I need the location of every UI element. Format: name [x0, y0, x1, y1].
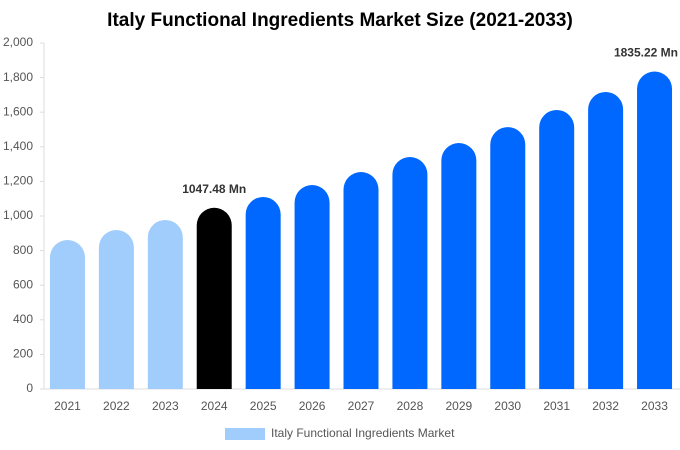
x-tick-label: 2026 — [299, 399, 326, 413]
bar — [637, 71, 673, 389]
bar — [196, 207, 232, 389]
x-tick-label: 2023 — [152, 399, 179, 413]
x-tick-label: 2027 — [348, 399, 375, 413]
x-tick-label: 2031 — [543, 399, 570, 413]
bar — [343, 172, 379, 389]
x-tick-label: 2024 — [201, 399, 228, 413]
bar — [441, 142, 477, 389]
chart-title: Italy Functional Ingredients Market Size… — [107, 10, 573, 31]
y-tick-label: 200 — [13, 347, 33, 361]
x-tick-label: 2025 — [250, 399, 277, 413]
y-tick-label: 1,000 — [3, 208, 33, 222]
y-tick-label: 1,400 — [3, 139, 33, 153]
bar — [49, 240, 85, 389]
x-tick-label: 2032 — [592, 399, 619, 413]
x-tick-label: 2029 — [445, 399, 472, 413]
bar — [147, 219, 183, 389]
bar — [294, 185, 330, 389]
legend-swatch — [225, 428, 265, 440]
value-label: 1835.22 Mn — [614, 46, 678, 60]
bar — [392, 157, 428, 389]
bar — [98, 230, 134, 389]
y-tick-label: 2,000 — [3, 35, 33, 49]
y-tick-label: 600 — [13, 277, 33, 291]
y-tick-label: 1,200 — [3, 174, 33, 188]
x-tick-label: 2030 — [494, 399, 521, 413]
value-label: 1047.48 Mn — [182, 182, 246, 196]
legend-label: Italy Functional Ingredients Market — [271, 426, 455, 440]
bar — [588, 91, 624, 390]
y-tick-label: 1,800 — [3, 70, 33, 84]
y-tick-label: 0 — [26, 381, 33, 395]
y-tick-label: 400 — [13, 312, 33, 326]
x-tick-label: 2033 — [641, 399, 668, 413]
x-tick-label: 2021 — [54, 399, 81, 413]
y-tick-label: 800 — [13, 243, 33, 257]
bar — [539, 109, 575, 390]
x-tick-label: 2022 — [103, 399, 130, 413]
bar — [490, 127, 526, 390]
x-tick-label: 2028 — [397, 399, 424, 413]
y-tick-label: 1,600 — [3, 104, 33, 118]
bar — [245, 196, 281, 389]
